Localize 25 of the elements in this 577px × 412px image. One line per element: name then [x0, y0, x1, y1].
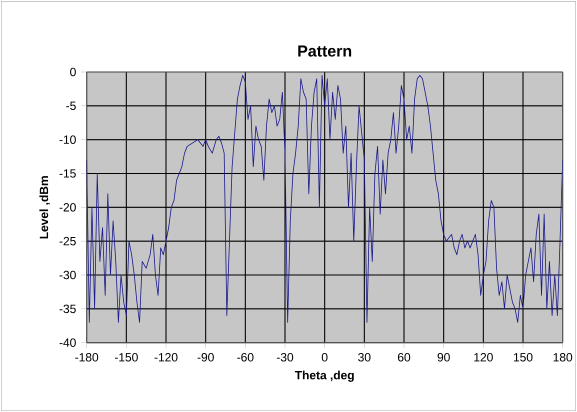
x-tick-label: 120 — [474, 353, 493, 362]
y-tick-label: -20 — [60, 203, 76, 212]
y-tick-label: -5 — [66, 102, 76, 110]
x-tick-label: 30 — [358, 353, 371, 362]
y-tick-label: 0 — [70, 68, 76, 76]
y-tick-label: -10 — [60, 135, 76, 144]
x-tick-label: 180 — [554, 353, 572, 362]
y-tick-label: -15 — [60, 169, 76, 178]
x-tick-label: 150 — [514, 353, 533, 362]
y-tick-label: -40 — [60, 338, 76, 347]
y-tick-label: -25 — [60, 236, 76, 246]
x-tick-label: -90 — [198, 353, 214, 362]
x-tick-label: -30 — [276, 353, 294, 362]
x-tick-label: 0 — [322, 353, 328, 362]
x-tick-label: 60 — [398, 353, 410, 362]
y-tick-label: -30 — [60, 270, 76, 280]
x-axis-title: Theta ,deg — [294, 370, 354, 382]
x-tick-label: 90 — [438, 353, 450, 362]
y-axis-title: Level ,dBm — [39, 176, 50, 238]
x-tick-label: -150 — [114, 353, 138, 362]
x-tick-label: -180 — [75, 353, 98, 362]
y-tick-label: -35 — [60, 304, 76, 314]
chart-title: Pattern — [298, 46, 352, 57]
x-tick-label: -60 — [237, 353, 254, 362]
x-tick-label: -120 — [154, 353, 178, 362]
